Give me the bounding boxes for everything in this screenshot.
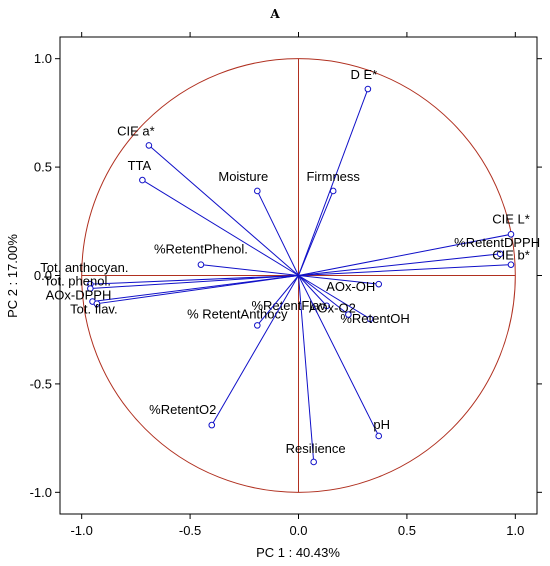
loading-point: [93, 300, 101, 307]
loading-vector: [90, 275, 299, 290]
loading-point: [197, 261, 205, 268]
loading-point: [507, 231, 515, 238]
loading-vector: [298, 264, 512, 276]
loading-vector: [298, 275, 380, 437]
loading-point: [208, 421, 216, 429]
loading-label: CIE L*: [492, 211, 530, 226]
loading-label: Resilience: [286, 441, 346, 456]
y-axis-title: PC 2 : 17.00%: [5, 234, 20, 318]
loading-point: [254, 187, 261, 195]
loading-point: [310, 458, 317, 466]
loading-vector: [298, 190, 334, 276]
loading-vector: [298, 253, 501, 276]
loading-label: %RetentDPPH: [454, 235, 540, 250]
loading-vector: [298, 275, 371, 320]
loading-point: [375, 280, 383, 288]
loading-vector: [298, 233, 512, 276]
loading-label: Tot. anthocyan.: [40, 260, 128, 275]
loading-point: [345, 311, 352, 318]
loading-label: Firmness: [306, 169, 360, 184]
loading-vector: [298, 275, 328, 307]
loading-point: [507, 261, 515, 268]
x-tick-label: -1.0: [70, 523, 92, 538]
panel-label: A: [269, 7, 280, 21]
x-tick-label: -0.5: [179, 523, 201, 538]
plot-area: -1.0 -0.5 0.0 0.5 1.0 1.0 0.5 0.0 -0.5 -1.0 D E* CI…: [30, 32, 542, 538]
loading-label: Moisture: [218, 169, 268, 184]
loading-vector: [211, 275, 299, 426]
loading-vector: [90, 275, 299, 285]
loading-vector: [298, 275, 379, 285]
y-tick-label: -1.0: [30, 485, 52, 500]
loading-point: [329, 187, 337, 195]
y-tick-label: 0.0: [34, 268, 52, 283]
x-tick-label: 0.0: [289, 523, 307, 538]
loading-label: AOx-O2: [309, 301, 356, 316]
loading-label: pH: [373, 417, 390, 432]
x-tick-label: 0.5: [398, 523, 416, 538]
loading-point: [87, 285, 94, 292]
loading-point: [375, 432, 383, 440]
loading-label: AOx-OH: [326, 279, 375, 294]
loading-point: [323, 302, 330, 310]
loading-vector: [298, 88, 369, 276]
loading-label: AOx-DPPH: [46, 288, 112, 303]
loading-vector: [200, 264, 299, 276]
y-tick-label: 0.5: [34, 160, 52, 175]
y-tick-label: 1.0: [34, 51, 52, 66]
loading-vector: [256, 275, 299, 326]
loading-label: %RetentOH: [340, 311, 409, 326]
loading-point: [496, 250, 504, 258]
loading-vector: [298, 275, 349, 315]
x-tick-label: 1.0: [506, 523, 524, 538]
loading-label: D E*: [351, 67, 378, 82]
loading-label: Tot. flav.: [70, 302, 117, 317]
loading-point: [139, 176, 146, 184]
loading-point: [366, 315, 374, 323]
loading-vector: [298, 275, 315, 463]
loading-label: %RetentO2: [149, 402, 216, 417]
loading-point: [145, 142, 153, 149]
loading-label: %RetentPhenol.: [154, 242, 248, 257]
loading-point: [364, 85, 372, 93]
loading-vector: [142, 179, 299, 276]
loading-label: % RetentAnthocy: [187, 306, 288, 321]
loading-point: [254, 322, 261, 329]
loading-label: TTA: [128, 158, 152, 173]
loading-vector: [148, 145, 299, 276]
loading-vector: [256, 190, 299, 276]
loading-label: CIE a*: [117, 123, 155, 138]
y-tick-label: -0.5: [30, 376, 52, 391]
loading-label: CIE b*: [492, 248, 530, 263]
loading-vector: [96, 275, 299, 305]
loading-label: Tot. phenol.: [44, 274, 111, 289]
x-axis-title: PC 1 : 40.43%: [256, 545, 340, 560]
